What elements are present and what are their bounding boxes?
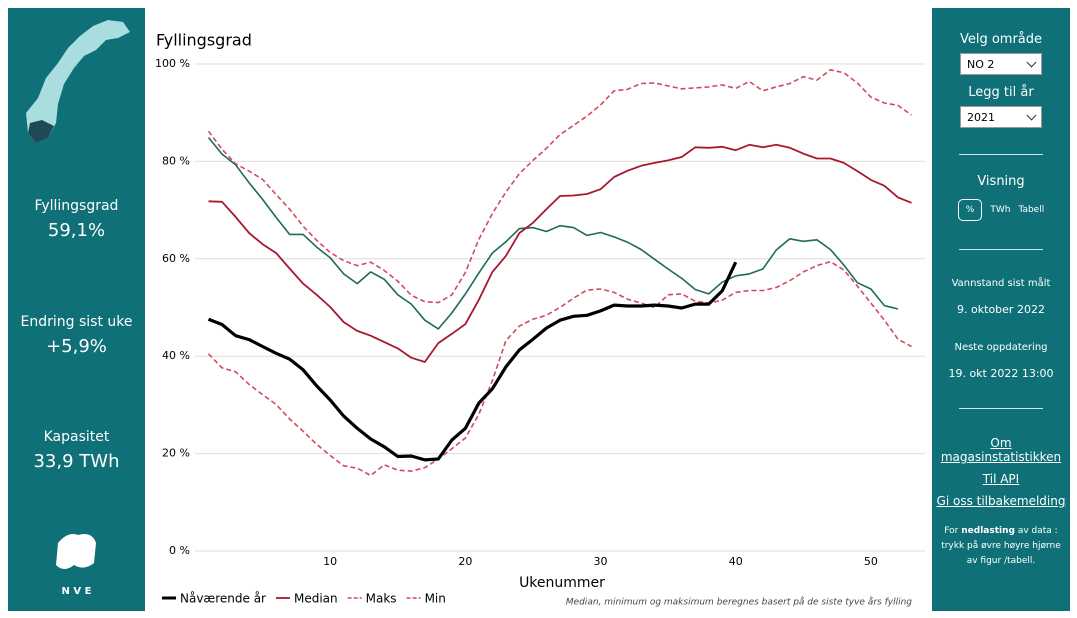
view-options: % TWh Tabell [932, 199, 1070, 221]
legend-label: Nåværende år [180, 592, 266, 606]
map-region [28, 120, 54, 143]
y-tick-label: 20 % [162, 447, 190, 460]
year-select[interactable]: 2021 [960, 106, 1042, 128]
link[interactable]: Om magasinstatistikken [940, 436, 1062, 464]
y-tick-label: 100 % [155, 57, 190, 70]
next-label: Neste oppdatering [954, 342, 1048, 353]
link[interactable]: Gi oss tilbakemelding [936, 494, 1066, 508]
view-button[interactable]: % [957, 199, 983, 221]
kpi-2: Endring sist uke +5,9% [8, 314, 145, 357]
area-select[interactable]: NO 2 [960, 53, 1042, 75]
next-value: 19. okt 2022 13:00 [948, 367, 1054, 380]
logo-emblem [56, 534, 96, 569]
year-label: Legg til år [968, 85, 1034, 100]
area-label: Velg område [959, 32, 1043, 47]
map-shape [26, 20, 130, 143]
legend-label: Median [294, 592, 338, 606]
series-line [207, 261, 738, 462]
kpi-3: Kapasitet 33,9 TWh [8, 429, 145, 472]
x-tick-label: 20 [458, 555, 472, 568]
note-bold: nedlasting [961, 526, 1015, 536]
kpi-value: 59,1% [47, 220, 106, 241]
series-line [208, 143, 912, 363]
left-panel: Fyllingsgrad 59,1% Endring sist uke +5,9… [8, 8, 145, 611]
x-tick-label: 30 [594, 555, 608, 568]
plot: 0 % 20 % 40 % 60 % 80 % 100 % 10 20 30 40 50 [155, 57, 925, 568]
kpi-value: +5,9% [46, 336, 107, 357]
link[interactable]: Til API [982, 472, 1020, 486]
logo-text: N V E [61, 586, 92, 597]
view-label: Visning [977, 174, 1025, 189]
y-tick-label: 80 % [162, 154, 190, 167]
map [26, 20, 130, 143]
y-tick-label: 0 % [169, 544, 190, 557]
kpi-label: Fyllingsgrad [34, 198, 119, 214]
view-button[interactable]: TWh [990, 205, 1011, 215]
series-line [207, 69, 912, 304]
y-tick-label: 60 % [162, 252, 190, 265]
x-tick-label: 50 [864, 555, 878, 568]
x-axis-label: Ukenummer [519, 575, 605, 591]
series-line [207, 260, 912, 477]
kpi-value: 33,9 TWh [33, 451, 120, 472]
kpi-label: Kapasitet [43, 429, 110, 445]
note-text: For [944, 526, 959, 536]
view-button[interactable]: Tabell [1018, 205, 1045, 215]
kpi-1: Fyllingsgrad 59,1% [8, 198, 145, 241]
divider [959, 408, 1043, 409]
divider [959, 249, 1043, 250]
kpi-label: Endring sist uke [20, 314, 133, 330]
x-tick-label: 40 [729, 555, 743, 568]
measured-value: 9. oktober 2022 [957, 303, 1045, 316]
x-tick-label: 10 [323, 555, 337, 568]
measured-label: Vannstand sist målt [951, 278, 1051, 289]
logo [56, 534, 96, 569]
right-panel: Velg område NO 2 Legg til år 2021 Visnin… [932, 8, 1070, 611]
chart-title: Fyllingsgrad [156, 31, 252, 50]
download-note: For nedlasting av data : trykk på øvre h… [940, 524, 1062, 569]
legend-label: Maks [366, 592, 397, 606]
note-text: av data : trykk på øvre høyre hjørne av … [941, 526, 1061, 566]
series-line [207, 136, 899, 330]
y-tick-label: 40 % [162, 349, 190, 362]
legend-label: Min [425, 592, 446, 606]
footnote: Median, minimum og maksimum beregnes bas… [566, 597, 912, 608]
divider [959, 154, 1043, 155]
